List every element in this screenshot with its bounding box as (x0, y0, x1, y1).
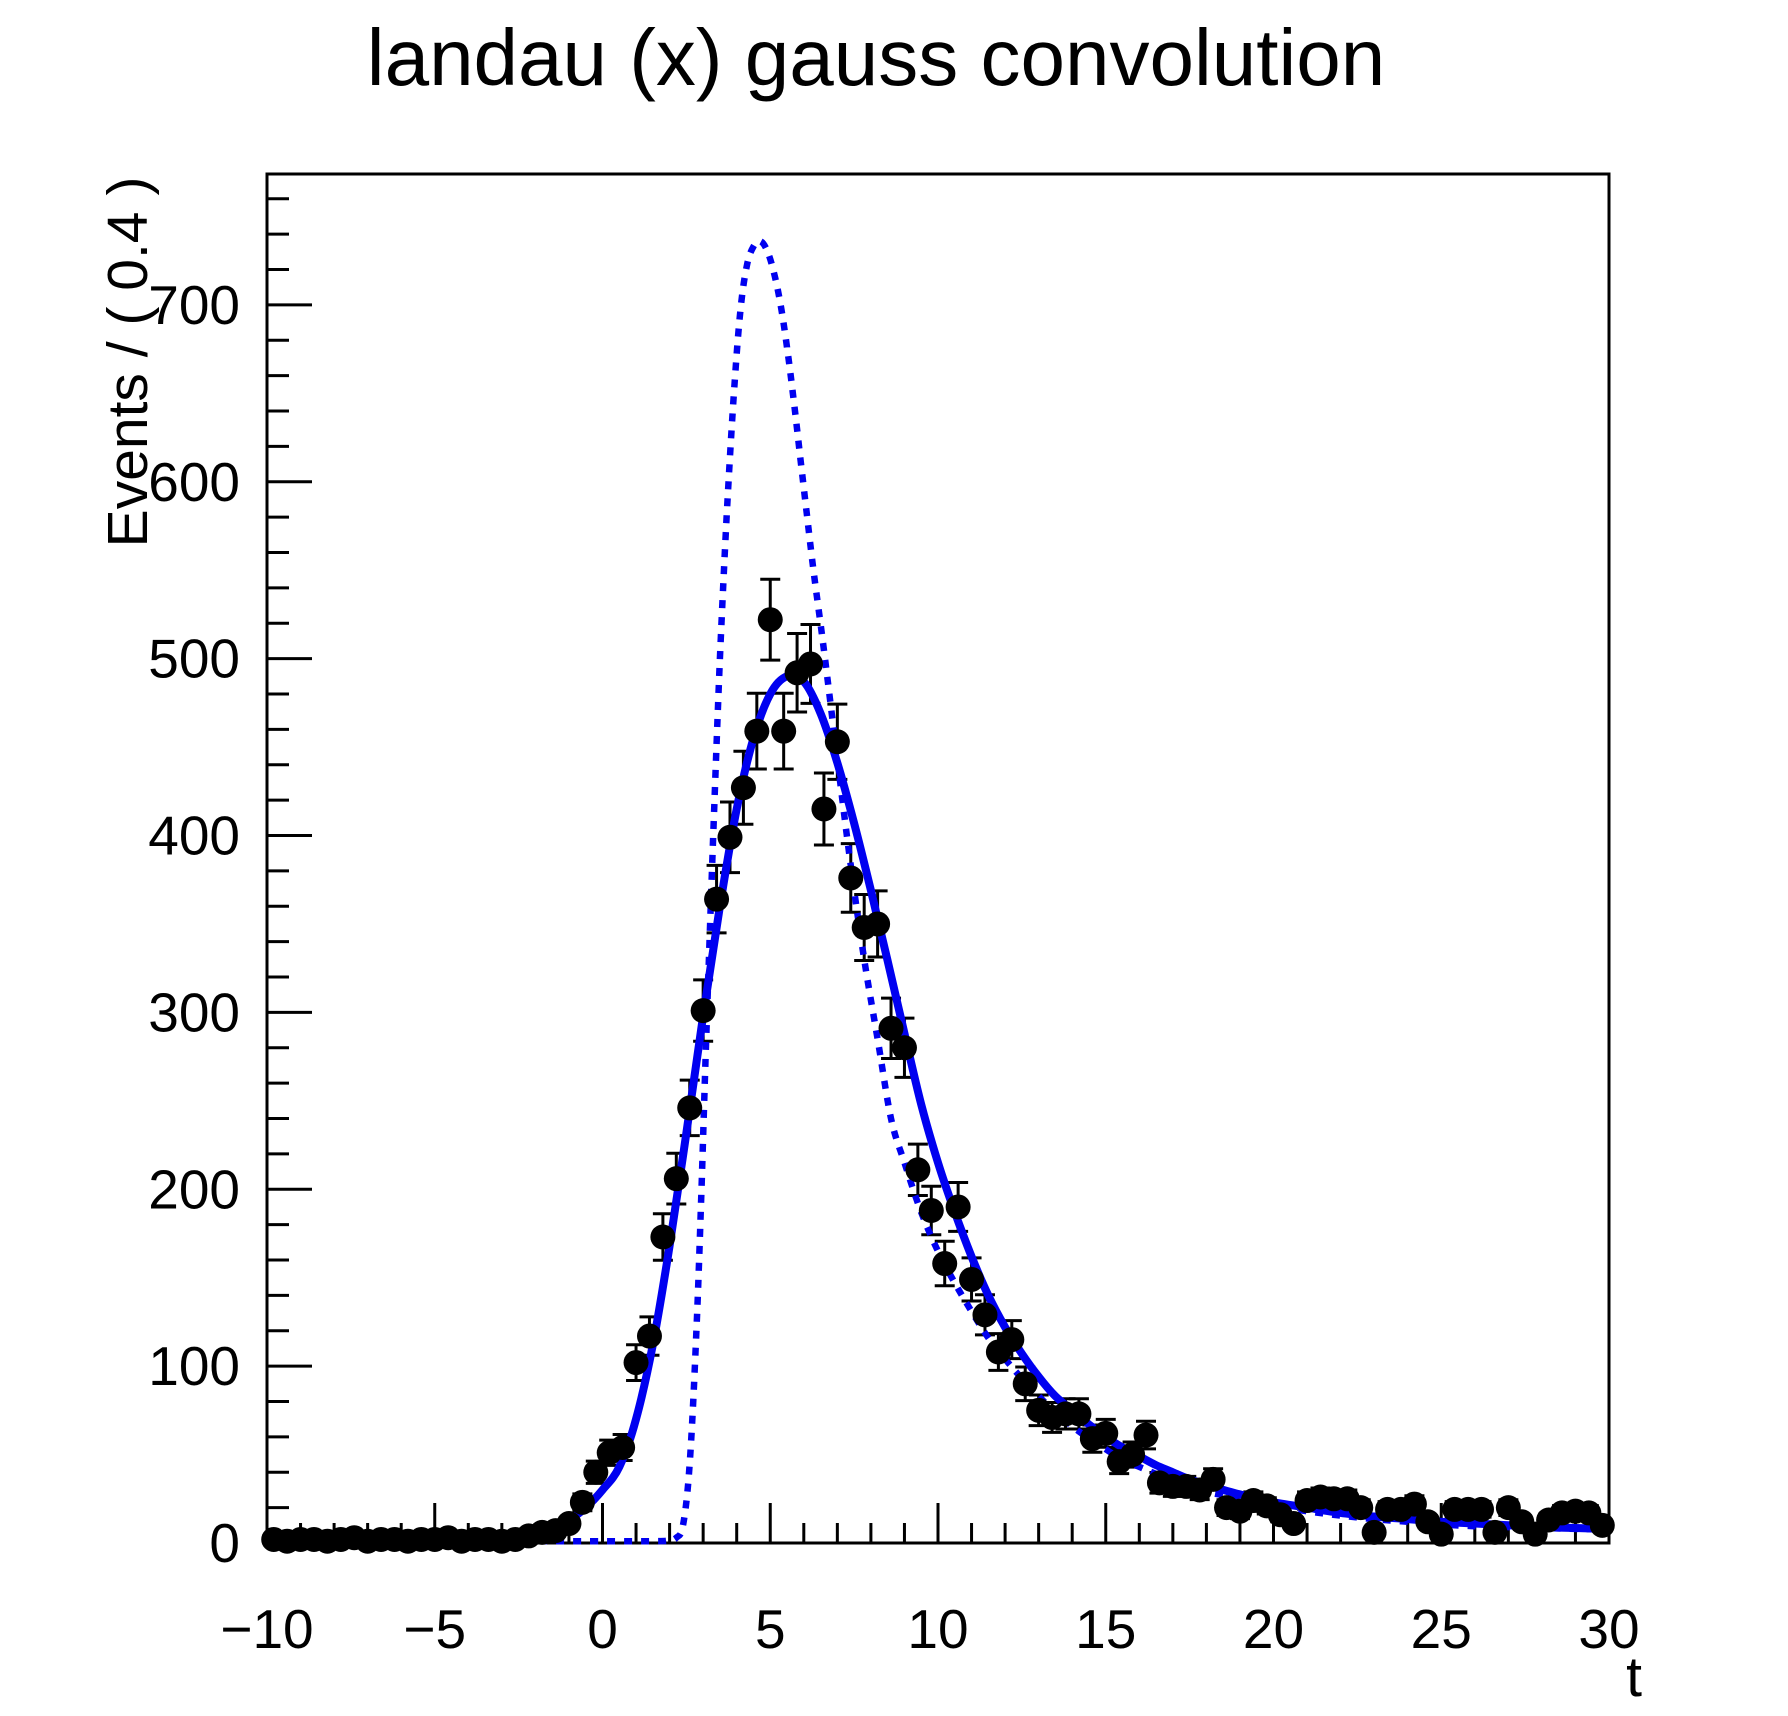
x-tick-label: −5 (403, 1598, 466, 1660)
x-tick-label: 10 (907, 1598, 968, 1660)
x-tick-label: 15 (1075, 1598, 1136, 1660)
y-tick-label: 600 (148, 451, 240, 513)
data-point-marker (878, 1015, 904, 1041)
y-tick-label: 500 (148, 628, 240, 690)
x-tick-label: 25 (1411, 1598, 1472, 1660)
data-point-marker (838, 865, 864, 891)
y-axis-tick-labels: 0 100 200 300 400 500 600 700 (148, 274, 240, 1574)
data-point-marker (959, 1266, 985, 1292)
data-point-marker (1589, 1512, 1615, 1538)
data-point-marker (1133, 1422, 1159, 1448)
chart-title: landau (x) gauss convolution (366, 13, 1386, 102)
data-point-marker (623, 1350, 649, 1376)
data-point-marker (650, 1224, 676, 1250)
data-point-marker (972, 1302, 998, 1328)
data-point-marker (663, 1166, 689, 1192)
data-point-marker (918, 1197, 944, 1223)
x-tick-label: 5 (755, 1598, 786, 1660)
data-point-marker (1120, 1442, 1146, 1468)
data-point-marker (891, 1035, 917, 1061)
data-point-marker (569, 1489, 595, 1515)
x-tick-label: −10 (220, 1598, 313, 1660)
x-tick-label: 20 (1243, 1598, 1304, 1660)
data-point-marker (717, 824, 743, 850)
data-point-marker (704, 886, 730, 912)
data-point-marker (1348, 1495, 1374, 1521)
data-point-marker (730, 775, 756, 801)
data-point-marker (932, 1251, 958, 1277)
landau-component-curve-path (267, 237, 1609, 1545)
data-point-marker (1428, 1521, 1454, 1547)
data-point-marker (556, 1511, 582, 1537)
data-markers (261, 607, 1615, 1554)
data-point-marker (824, 729, 850, 755)
data-point-marker (610, 1434, 636, 1460)
y-axis-ticks (267, 197, 312, 1545)
data-point-marker (1469, 1496, 1495, 1522)
data-point-marker (1401, 1491, 1427, 1517)
data-point-marker (798, 651, 824, 677)
y-tick-label: 200 (148, 1158, 240, 1220)
y-tick-label: 400 (148, 805, 240, 867)
x-tick-label: 30 (1578, 1598, 1639, 1660)
data-point-marker (905, 1157, 931, 1183)
x-axis-tick-labels: −10 −5 0 5 10 15 20 25 30 (220, 1598, 1639, 1660)
y-tick-label: 700 (148, 274, 240, 336)
data-point-marker (999, 1327, 1025, 1353)
data-point-marker (865, 911, 891, 937)
data-point-marker (1482, 1519, 1508, 1545)
data-point-marker (1281, 1511, 1307, 1537)
y-tick-label: 300 (148, 981, 240, 1043)
data-point-marker (690, 998, 716, 1024)
data-point-marker (744, 718, 770, 744)
error-bars (263, 577, 1613, 1545)
data-point-marker (1066, 1401, 1092, 1427)
data-point-marker (757, 607, 783, 633)
y-tick-label: 0 (209, 1512, 240, 1574)
data-point-marker (811, 796, 837, 822)
data-point-marker (1093, 1420, 1119, 1446)
data-point-marker (1361, 1519, 1387, 1545)
data-point-marker (771, 718, 797, 744)
data-point-marker (583, 1459, 609, 1485)
data-point-marker (677, 1095, 703, 1121)
data-point-marker (636, 1323, 662, 1349)
data-point-marker (1012, 1371, 1038, 1397)
x-tick-label: 0 (587, 1598, 618, 1660)
plot-frame (265, 172, 1611, 1545)
convolution-fit-curve-path (267, 671, 1609, 1544)
y-tick-label: 100 (148, 1335, 240, 1397)
data-point-marker (1200, 1466, 1226, 1492)
x-axis-title: t (1626, 1645, 1642, 1709)
data-point-marker (945, 1194, 971, 1220)
